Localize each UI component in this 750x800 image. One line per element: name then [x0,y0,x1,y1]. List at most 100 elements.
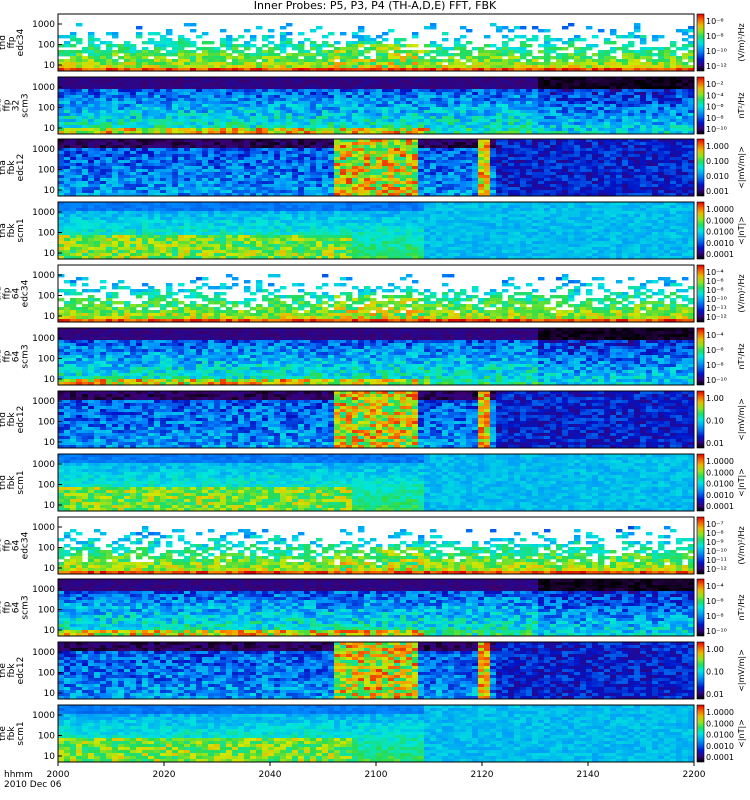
colorbar-tick-label: 0.0010 [706,742,734,751]
spectrogram-panel-11: 1000 100 10 thefbkedc12 1.00 0.10 0.01 <|mV/m|> [0,641,746,700]
colorbar-units: (V/m)²/Hz [737,274,746,312]
panel-label: theffp64edc34 [0,531,31,559]
colorbar-tick-label: 10⁻⁶ [706,103,724,112]
y-tick-label: 1000 [32,334,55,344]
colorbar-tick-label: 0.1000 [706,468,734,477]
colorbar-units: (V/m)²/Hz [737,23,746,61]
panel-label: thdffpedc34 [0,28,26,56]
colorbar [696,264,705,323]
colorbar-units: (V/m)²/Hz [737,526,746,564]
colorbar-tick-label: 0.0100 [706,480,734,489]
spectrogram-panel-9: 100010010theffp64edc3410⁻⁷10⁻⁸10⁻⁹10⁻¹⁰1… [0,516,746,575]
colorbar-tick-label: 1.00 [706,645,724,654]
y-tick-label: 100 [38,418,55,428]
panel-label: thaffp32scm3 [0,93,31,117]
panel-frame [57,578,695,637]
colorbar-units: <|mV/m|> [737,649,746,692]
colorbar-units: nT²/Hz [737,594,746,620]
colorbar-tick-label: 10⁻¹⁰ [706,47,727,56]
y-tick-label: 10 [44,61,56,71]
colorbar-tick-label: 0.0100 [706,228,734,237]
colorbar-tick-label: 1.0000 [706,708,734,717]
colorbar-tick-label: 0.0010 [706,491,734,500]
x-tick-label: 2120 [471,770,494,780]
y-tick-label: 1000 [32,208,55,218]
y-tick-label: 10 [44,752,56,762]
colorbar [696,453,705,512]
colorbar-tick-label: 0.10 [706,417,724,426]
y-tick-label: 100 [38,41,55,51]
colorbar-tick-label: 10⁻⁴ [706,331,724,340]
colorbar [696,201,705,260]
colorbar-tick-label: 0.010 [706,172,729,181]
panel-label: thdfbkedc12 [0,406,26,434]
panel-frame [57,516,695,575]
colorbar [696,641,705,700]
y-tick-label: 100 [38,166,55,176]
y-tick-label: 1000 [32,648,55,658]
colorbar-tick-label: 1.0000 [706,205,734,214]
y-tick-label: 10 [44,124,56,134]
colorbar-tick-label: 0.1000 [706,719,734,728]
colorbar [696,516,705,575]
colorbar-tick-label: 10⁻⁶ [706,597,724,606]
panel-label: thdffp64scm3 [0,344,31,368]
x-tick-label: 2020 [153,770,176,780]
colorbar-tick-label: 10⁻⁹ [706,538,724,547]
y-tick-label: 10 [44,626,56,636]
spectrogram-panel-1: 1000 100 10 thdffpedc34 10⁻⁶ 10⁻⁸ 10⁻¹⁰ 10⁻¹² (V… [0,13,746,72]
y-tick-label: 10 [44,249,56,259]
colorbar-tick-label: 10⁻⁴ [706,268,724,277]
y-tick-label: 100 [38,481,55,491]
colorbar-tick-label: 10⁻⁸ [706,114,724,123]
colorbar-tick-label: 0.0100 [706,731,734,740]
colorbar [696,138,705,197]
panel-frame [57,453,695,512]
y-tick-label: 100 [38,355,55,365]
y-tick-label: 10 [44,689,56,699]
y-tick-label: 100 [38,104,55,114]
colorbar-tick-label: 0.01 [706,439,724,448]
colorbar-tick-label: 0.100 [706,157,729,166]
colorbar-tick-label: 10⁻¹¹ [706,556,727,565]
y-tick-label: 10 [44,501,56,511]
colorbar-units: <|nT|> [737,719,746,748]
x-tick-label: 2140 [577,770,600,780]
panel-frame [57,201,695,260]
colorbar [696,76,705,135]
colorbar-units: nT²/Hz [737,92,746,118]
spectrogram-panel-8: 1000 100 10 thdfbkscm1 1.0000 0.1000 0.0100 0.0… [0,453,746,512]
colorbar-tick-label: 10⁻⁸ [706,286,724,295]
y-tick-label: 100 [38,669,55,679]
colorbar-units: <|mV/m|> [737,398,746,441]
spectrogram-panel-2: 1000 100 10 thaffp32scm3 10⁻² 10⁻⁴ 10⁻⁶ 10⁻⁸ 10⁻… [0,76,746,135]
colorbar-tick-label: 10⁻⁸ [706,612,724,621]
y-tick-label: 1000 [32,397,55,407]
colorbar-tick-label: 10⁻⁶ [706,346,724,355]
y-tick-label: 10 [44,312,56,322]
panel-frame [57,390,695,449]
x-axis-date: 2010 Dec 06 [4,780,62,790]
colorbar-tick-label: 10⁻² [706,80,724,89]
colorbar-tick-label: 10⁻⁶ [706,17,724,26]
colorbar-tick-label: 0.0001 [706,753,734,762]
colorbar [696,704,705,763]
panel-frame [57,76,695,135]
panel-frame [57,327,695,386]
spectrogram-panel-7: 1000 100 10 thdfbkedc12 1.00 0.10 0.01 <|mV/m|> [0,390,746,449]
panel-frame [57,138,695,197]
colorbar-tick-label: 10⁻⁸ [706,361,724,370]
y-tick-label: 1000 [32,145,55,155]
colorbar-tick-label: 10⁻¹² [706,62,727,71]
y-tick-label: 1000 [32,585,55,595]
y-tick-label: 10 [44,564,56,574]
colorbar-tick-label: 0.1000 [706,216,734,225]
colorbar-units: <|mV/m|> [737,146,746,189]
x-tick-label: 2040 [259,770,282,780]
colorbar-tick-label: 10⁻¹² [706,565,727,574]
colorbar-tick-label: 10⁻¹⁰ [706,547,727,556]
colorbar-tick-label: 0.0001 [706,502,734,511]
spectrogram-panel-12: 1000 100 10 thefbkscm1 1.0000 0.1000 0.0100 0.0… [0,704,746,763]
colorbar-tick-label: 0.001 [706,187,729,196]
panel-frame [57,264,695,323]
